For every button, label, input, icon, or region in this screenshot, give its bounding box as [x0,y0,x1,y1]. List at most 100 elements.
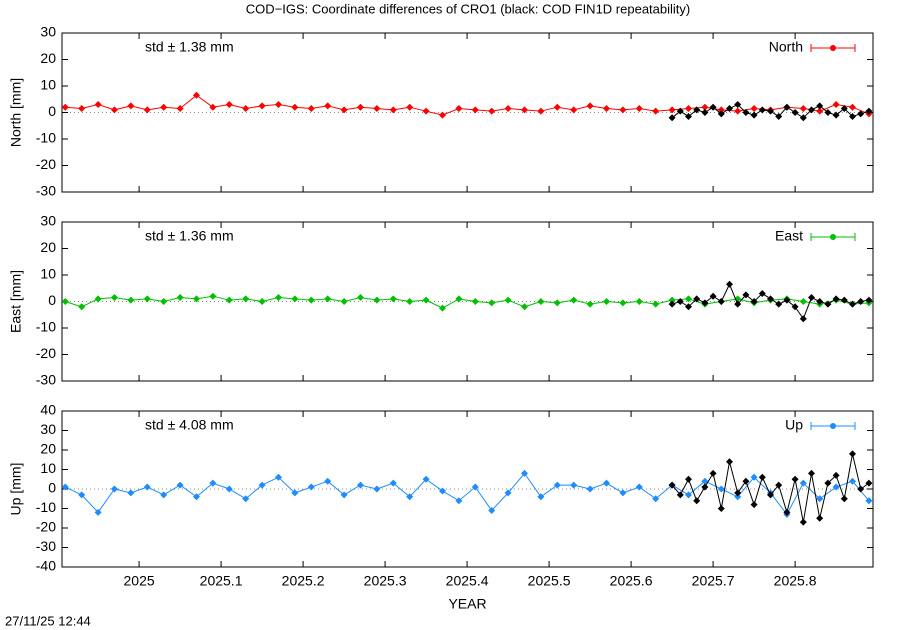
data-point [619,299,627,307]
data-point [471,106,479,114]
data-point [274,101,282,109]
data-point [291,295,299,303]
data-point [725,280,733,288]
std-annotation: std ± 1.36 mm [145,228,234,244]
data-point [504,296,512,304]
data-point [717,110,725,118]
data-point [684,295,692,303]
data-point [586,102,594,110]
data-point [209,292,217,300]
data-point [824,109,832,116]
data-point [742,477,750,485]
data-point [824,300,832,308]
data-point [840,105,848,113]
data-point [668,481,676,489]
data-point [504,105,512,113]
data-point [717,106,725,114]
data-point [438,487,446,495]
data-point [324,477,332,485]
data-point [537,107,545,115]
y-tick-label: 20 [40,441,56,457]
data-point [799,518,807,526]
legend-marker [830,234,836,240]
data-point [775,300,783,308]
data-point [307,105,315,113]
data-point [274,294,282,302]
data-point [192,295,200,303]
data-point [635,298,643,305]
y-tick-label: 0 [48,292,56,308]
data-point [750,298,758,305]
data-point [438,304,446,312]
data-point [160,491,168,499]
data-point [791,475,799,483]
data-point [373,485,381,493]
data-point [742,109,750,116]
data-point [373,296,381,304]
data-point [848,300,856,308]
data-point [242,295,250,303]
data-point [840,495,848,503]
data-point [78,303,86,311]
y-tick-label: -30 [36,183,56,199]
data-point [176,105,184,113]
std-annotation: std ± 4.08 mm [145,417,234,433]
data-point [676,491,684,499]
data-point [750,105,758,113]
data-point [783,508,791,516]
x-tick-label: 2025.1 [200,573,243,589]
y-tick-label: 20 [40,50,56,66]
data-point [709,292,717,300]
data-point [717,298,725,305]
data-point [832,483,840,491]
data-point [94,508,102,516]
y-tick-label: -40 [36,558,56,574]
data-point [832,111,840,119]
x-tick-label: 2025.4 [446,573,489,589]
data-point [840,296,848,304]
y-tick-label: -30 [36,538,56,554]
data-point [553,299,561,307]
data-point [242,105,250,113]
data-point [693,497,701,505]
y-axis-label: North [mm] [8,78,24,147]
data-point [676,107,684,115]
data-point [389,106,397,114]
data-point [110,294,118,302]
data-point [742,291,750,299]
data-point [750,501,758,509]
data-point [291,103,299,111]
data-point [684,105,692,113]
data-point [537,298,545,305]
data-point [373,105,381,113]
data-point [78,491,86,499]
data-point [471,483,479,491]
data-point [422,296,430,304]
data-point [799,114,807,122]
data-point [520,106,528,114]
data-point [225,101,233,109]
x-tick-label: 2025.6 [610,573,653,589]
data-point [127,296,135,304]
data-point [758,106,766,114]
y-tick-label: 0 [48,103,56,119]
data-point [734,107,742,115]
data-point [783,103,791,111]
data-point [816,514,824,522]
data-point [340,298,348,305]
y-axis-label: Up [mm] [8,463,24,516]
data-point [488,107,496,115]
legend-label: Up [785,417,803,433]
data-point [455,105,463,113]
data-point [340,491,348,499]
y-tick-label: 30 [40,421,56,437]
data-point [307,296,315,304]
data-point [143,483,151,491]
data-point [734,300,742,308]
data-point [701,103,709,111]
data-point [258,102,266,110]
data-point [693,295,701,303]
data-point [389,479,397,487]
x-axis-label: YEAR [448,596,486,612]
